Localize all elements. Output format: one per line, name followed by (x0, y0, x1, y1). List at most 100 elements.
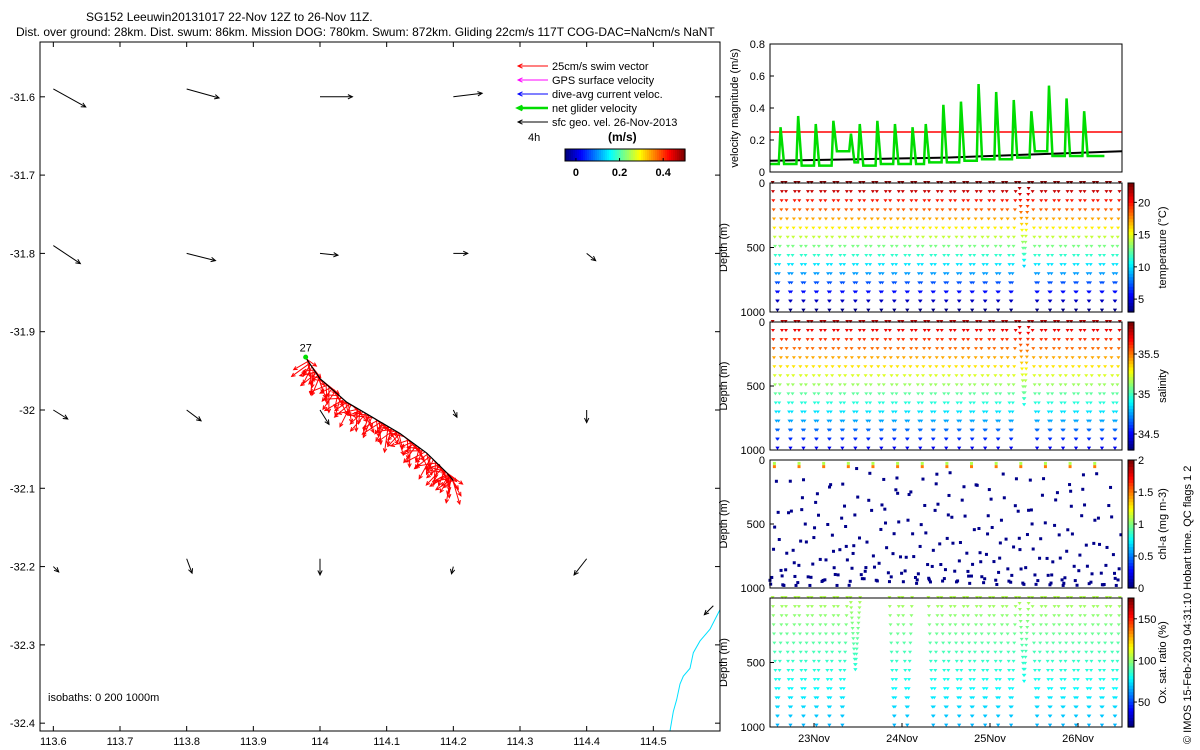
cast-point (799, 392, 804, 396)
cast-point (893, 272, 898, 276)
cast-point (1076, 235, 1081, 239)
cast-point (836, 208, 841, 212)
cast-point (1009, 290, 1014, 294)
chl-point (1092, 541, 1096, 545)
cast-point (909, 338, 914, 342)
cast-point (855, 244, 860, 248)
chl-point (1113, 576, 1117, 580)
cast-point (1100, 428, 1105, 432)
cast-point (909, 199, 914, 203)
cast-point (1088, 419, 1093, 423)
cast-point (1039, 199, 1044, 203)
legend-colorbar-cell (671, 149, 674, 161)
cast-point (867, 272, 872, 276)
chl-point (943, 568, 947, 572)
swim-vector-85 (415, 447, 420, 462)
colorbar-tick-label-chl-2: 1 (1138, 519, 1144, 531)
cast-point (1116, 623, 1121, 627)
chl-point (828, 485, 832, 489)
colorbar-cell (1128, 704, 1134, 709)
cast-point (889, 659, 894, 663)
cast-point (892, 299, 897, 303)
cast-point (916, 392, 921, 396)
cast-point (1017, 192, 1022, 196)
cast-point (810, 614, 815, 618)
cast-point (959, 659, 964, 663)
cast-point (1020, 234, 1025, 238)
cast-point (905, 290, 910, 294)
cast-point (948, 614, 953, 618)
cast-point (1039, 605, 1044, 609)
cast-point (888, 623, 893, 627)
cast-point (777, 244, 782, 248)
cast-point (870, 347, 875, 351)
colorbar-cell (1128, 643, 1134, 647)
geo-vector-4 (53, 245, 81, 264)
chl-point (1018, 548, 1022, 552)
cast-point (931, 705, 936, 709)
cast-point (868, 383, 873, 387)
section-ytick-label-temp-0: 0 (759, 178, 765, 190)
cast-point (1036, 272, 1041, 276)
cast-point (1037, 668, 1042, 672)
cast-point (905, 446, 910, 450)
cast-point (1065, 199, 1070, 203)
cast-point (1077, 632, 1082, 636)
cast-point (908, 217, 913, 221)
cast-point (1048, 428, 1053, 432)
cast-point (1033, 392, 1038, 396)
colorbar-tick-label-temp-0: 5 (1138, 294, 1144, 306)
cast-point (773, 253, 778, 257)
cast-point (994, 678, 999, 682)
cast-point (914, 338, 919, 342)
cast-point (1064, 226, 1069, 230)
cast-point (1043, 605, 1048, 609)
colorbar-cell (1128, 604, 1134, 609)
geo-vector-11 (319, 409, 330, 425)
cast-point (1115, 659, 1120, 663)
swim-vector-102-head (426, 473, 431, 479)
cast-point (901, 338, 906, 342)
colorbar-cell (1128, 424, 1134, 429)
cast-point (868, 392, 873, 396)
cast-point (966, 199, 971, 203)
cast-point (909, 347, 914, 351)
cast-point (1072, 678, 1077, 682)
map-axes-frame (39, 41, 721, 732)
cast-point (1076, 392, 1081, 396)
cast-point (902, 365, 907, 369)
cast-point (1000, 329, 1005, 333)
cast-point (830, 217, 835, 221)
swim-vector-86 (407, 446, 421, 450)
cast-point (895, 235, 900, 239)
cast-point (1022, 679, 1027, 683)
swim-vector-124 (452, 479, 461, 505)
legend-colorbar-cell (641, 149, 644, 161)
cast-point (774, 687, 779, 691)
cast-point (829, 668, 834, 672)
chl-point (863, 569, 867, 573)
cast-point (1035, 437, 1040, 441)
cast-point (900, 605, 905, 609)
cast-point (927, 623, 932, 627)
chl-surface-point (1043, 461, 1047, 465)
cast-point (935, 199, 940, 203)
cast-point (822, 190, 827, 194)
cast-point (840, 299, 845, 303)
cast-point (993, 226, 998, 230)
colorbar-cell (1128, 373, 1134, 377)
cast-point (836, 632, 841, 636)
colorbar-cell (1128, 325, 1134, 329)
cast-point (957, 723, 962, 727)
cast-point (809, 190, 814, 194)
geo-vector-12-head (452, 412, 458, 419)
cast-point (957, 714, 962, 718)
colorbar-cell (1128, 195, 1134, 200)
swim-vector-36-head (333, 406, 339, 412)
cast-point (1089, 235, 1094, 239)
colorbar-cell (1128, 723, 1134, 728)
swim-vector-43-head (354, 427, 359, 433)
cast-point (1101, 401, 1106, 405)
cast-point (1043, 329, 1048, 333)
cast-point (981, 263, 986, 267)
